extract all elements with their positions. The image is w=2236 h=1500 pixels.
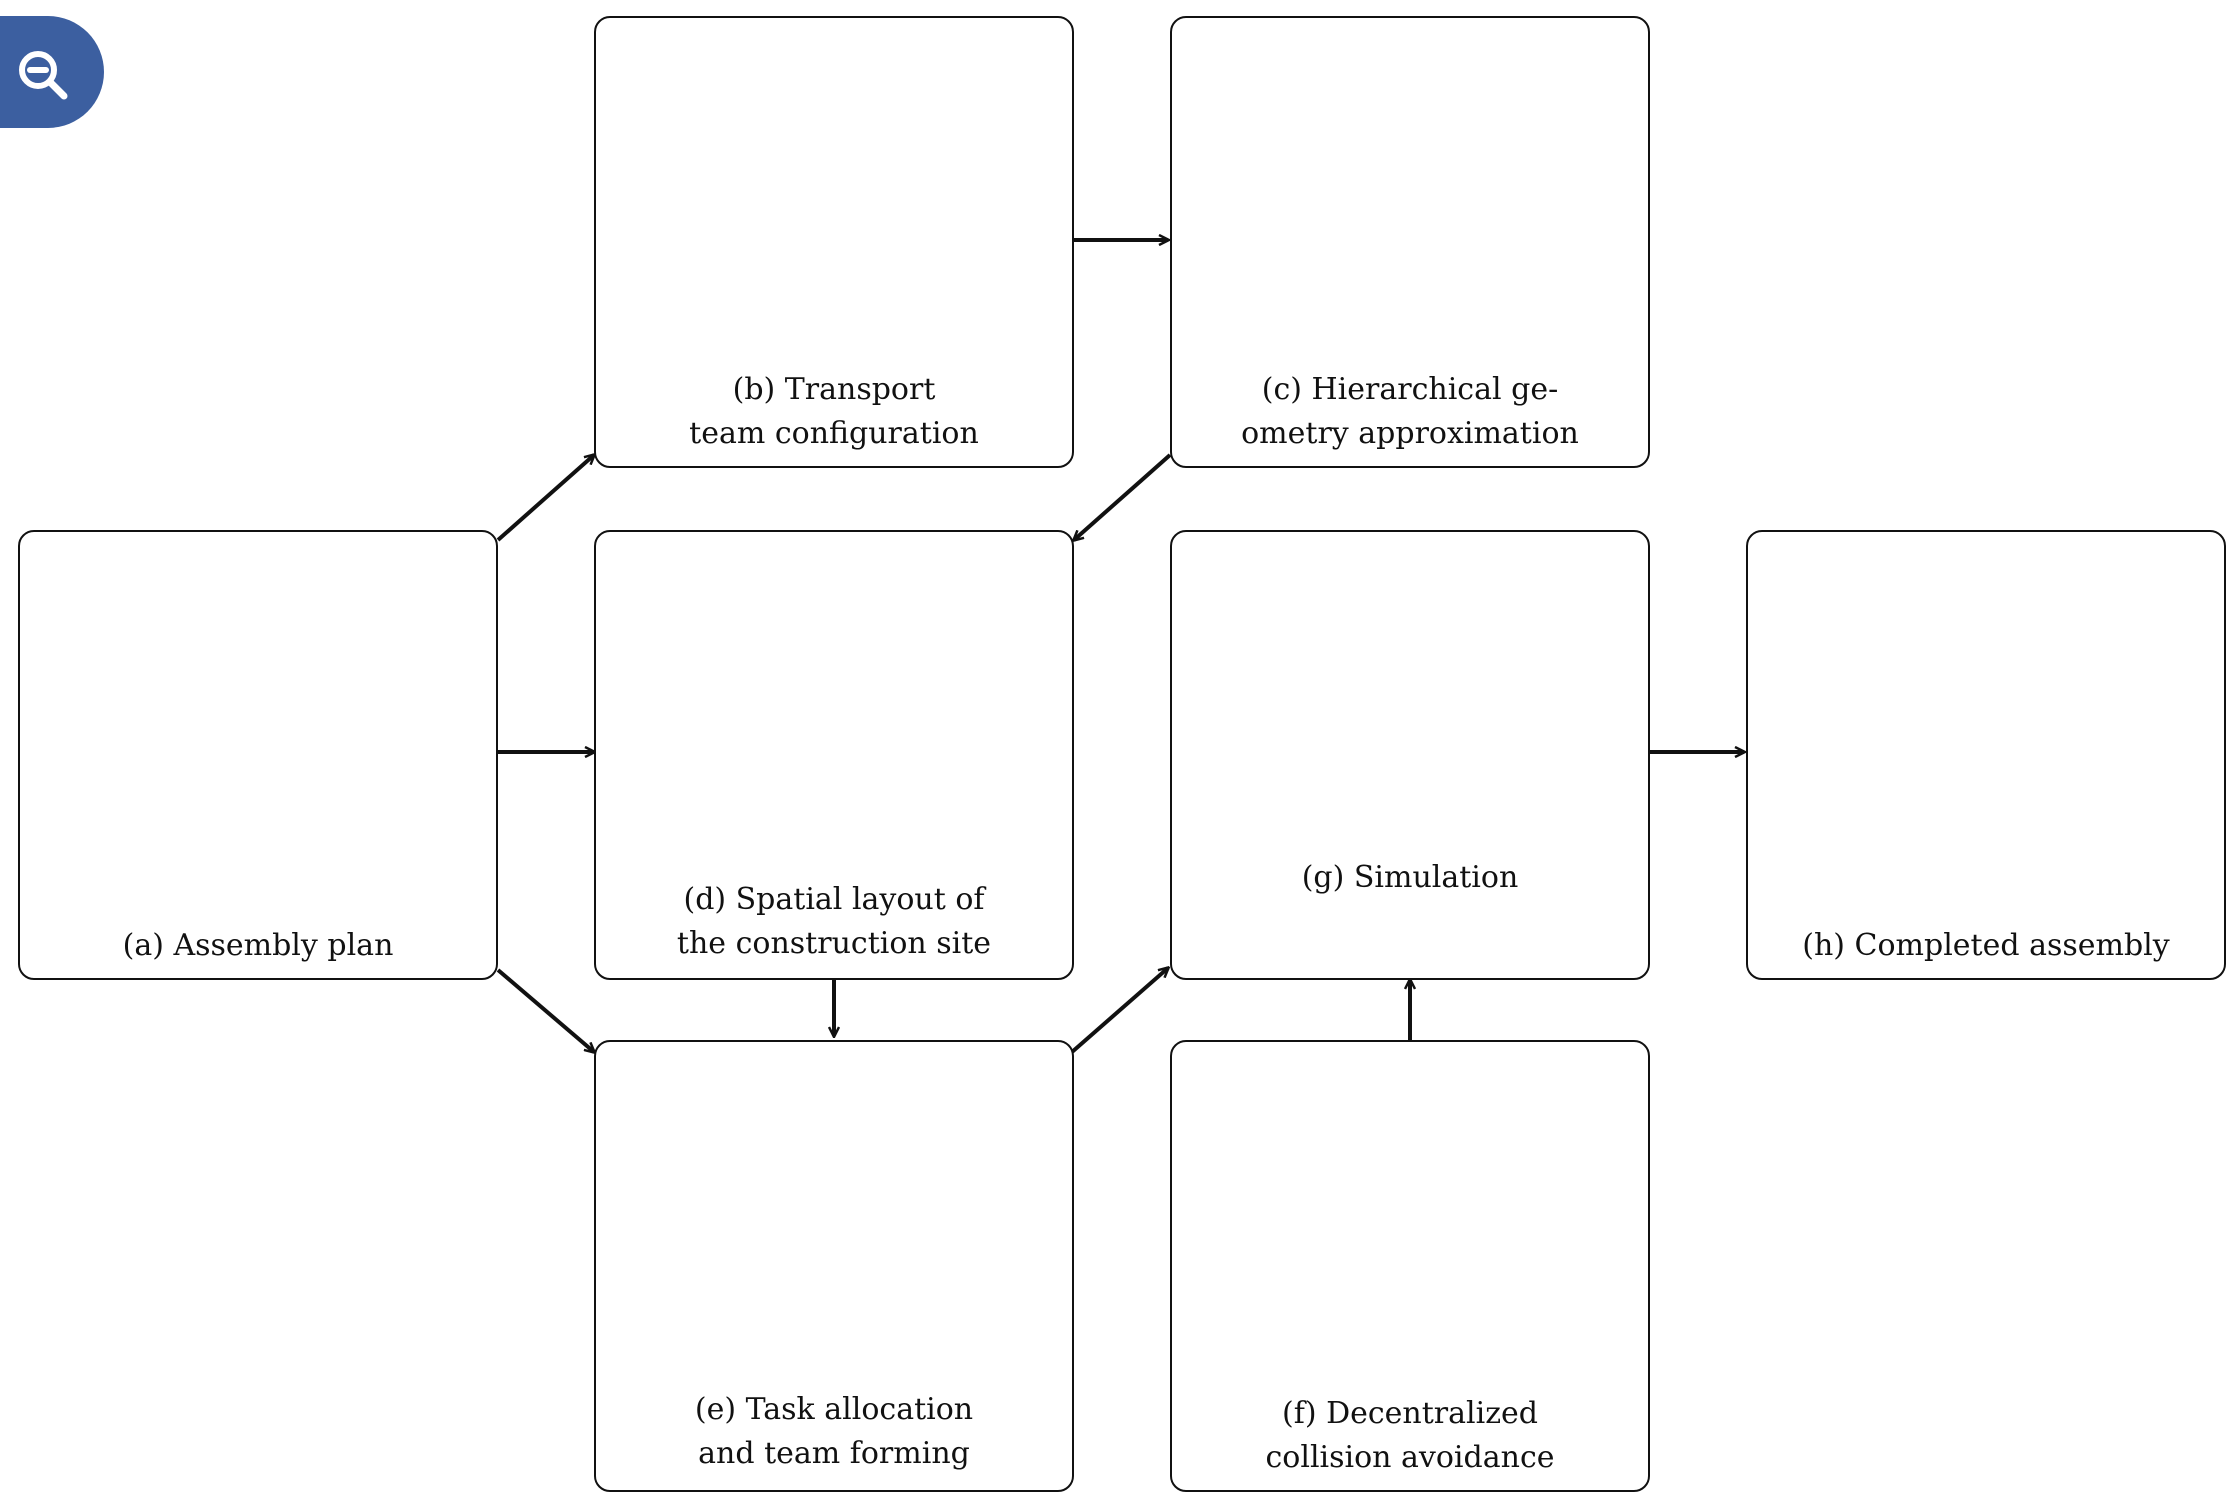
caption-completed-assembly: (h) Completed assembly: [1748, 924, 2224, 968]
panel-transport-team-configuration: (b) Transport team configuration: [594, 16, 1074, 468]
caption-geometry-approximation: (c) Hierarchical ge- ometry approximatio…: [1172, 368, 1648, 456]
caption-line-2: collision avoidance: [1265, 1440, 1555, 1475]
caption-line-1: (e) Task allocation: [694, 1392, 974, 1427]
caption-line: (a) Assembly plan: [122, 928, 394, 963]
caption-line-1: (d) Spatial layout of: [683, 882, 985, 917]
flow-arrows: [496, 240, 1744, 1054]
panel-spatial-layout: (d) Spatial layout of the construction s…: [594, 530, 1074, 980]
caption-assembly-plan: (a) Assembly plan: [20, 924, 496, 968]
arrow-c-to-d: [1074, 453, 1172, 540]
caption-line: (h) Completed assembly: [1802, 928, 2170, 963]
caption-simulation: (g) Simulation: [1172, 856, 1648, 900]
caption-task-allocation: (e) Task allocation and team forming: [596, 1388, 1072, 1476]
zoom-out-icon: [19, 51, 68, 100]
arrow-a-to-b: [496, 455, 594, 542]
caption-transport-team-configuration: (b) Transport team configuration: [596, 368, 1072, 456]
caption-line-1: (f) Decentralized: [1282, 1396, 1538, 1431]
caption-line-2: team configuration: [689, 416, 979, 451]
caption-spatial-layout: (d) Spatial layout of the construction s…: [596, 878, 1072, 966]
caption-line-2: ometry approximation: [1241, 416, 1579, 451]
caption-line-1: (c) Hierarchical ge-: [1261, 372, 1559, 407]
caption-line-1: (b) Transport: [732, 372, 936, 407]
panel-assembly-plan: (a) Assembly plan: [18, 530, 498, 980]
arrow-e-to-g: [1070, 968, 1168, 1054]
panel-completed-assembly: (h) Completed assembly: [1746, 530, 2226, 980]
caption-line-2: the construction site: [676, 926, 992, 961]
caption-collision-avoidance: (f) Decentralized collision avoidance: [1172, 1392, 1648, 1480]
zoom-out-button[interactable]: [0, 16, 104, 128]
panel-task-allocation: (e) Task allocation and team forming: [594, 1040, 1074, 1492]
arrow-a-to-e: [496, 968, 594, 1052]
caption-line: (g) Simulation: [1301, 860, 1519, 895]
caption-line-2: and team forming: [698, 1436, 970, 1471]
panel-geometry-approximation: (c) Hierarchical ge- ometry approximatio…: [1170, 16, 1650, 468]
panel-collision-avoidance: (f) Decentralized collision avoidance: [1170, 1040, 1650, 1492]
panel-simulation: (g) Simulation: [1170, 530, 1650, 980]
